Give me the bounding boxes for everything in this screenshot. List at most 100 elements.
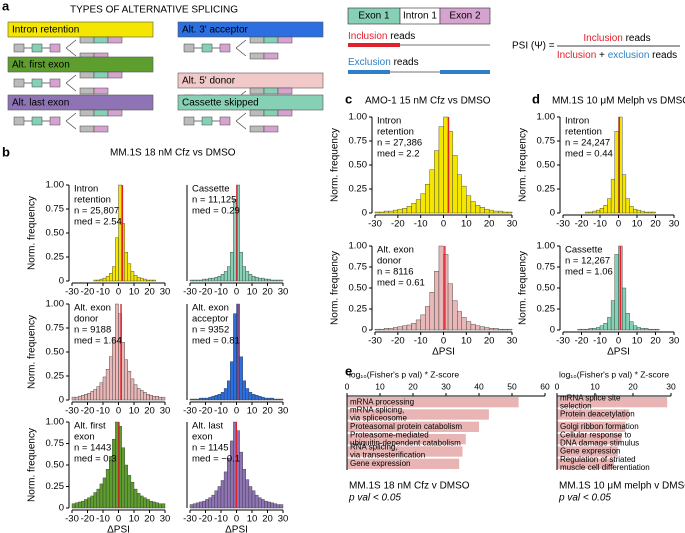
category-label: Gene expression bbox=[350, 459, 410, 468]
panel-letter: e bbox=[345, 363, 352, 378]
histogram-bar bbox=[202, 500, 206, 509]
histogram-bar bbox=[77, 395, 82, 401]
y-tick-label: 0.75 bbox=[349, 136, 368, 147]
bar bbox=[347, 409, 489, 420]
x-tick-label: -30 bbox=[65, 406, 79, 417]
histogram-bar bbox=[139, 390, 144, 401]
x-tick-label: 30 bbox=[278, 287, 289, 298]
annotation: n = 8116 bbox=[377, 267, 414, 278]
exon bbox=[13, 78, 25, 88]
histogram-bar bbox=[640, 328, 645, 331]
y-tick-label: 1.00 bbox=[46, 417, 65, 428]
x-tick-label: -20 bbox=[81, 287, 95, 298]
histogram-bar bbox=[217, 486, 222, 509]
category-label: Proteasome-mediated bbox=[350, 430, 429, 439]
histogram-bar bbox=[239, 356, 243, 401]
histogram-bar bbox=[406, 324, 412, 331]
histogram-bar bbox=[267, 501, 271, 509]
colored-text: Inclusion reads bbox=[348, 31, 415, 42]
x-tick-label: -20 bbox=[575, 219, 589, 230]
histogram-bar bbox=[195, 502, 200, 509]
read-bar bbox=[440, 70, 490, 74]
histogram-bar bbox=[139, 277, 144, 282]
histogram-bar bbox=[143, 278, 147, 282]
exon bbox=[107, 109, 123, 117]
text-part: Inclusion bbox=[348, 31, 387, 42]
x-tick-label: 30 bbox=[160, 514, 171, 525]
histogram-bar bbox=[149, 279, 153, 282]
histogram-bar bbox=[614, 254, 619, 331]
exon bbox=[79, 109, 95, 117]
x-axis-label: ΔPSI bbox=[432, 347, 455, 358]
x-tick-label: 0 bbox=[234, 406, 239, 417]
histogram-bar bbox=[211, 494, 215, 509]
x-tick-label: 10 bbox=[632, 219, 643, 230]
histogram-bar bbox=[226, 457, 231, 509]
x-tick-label: 30 bbox=[669, 219, 680, 230]
x-tick-label: 20 bbox=[484, 336, 495, 347]
histogram-bar bbox=[633, 325, 638, 331]
histogram-bar bbox=[189, 279, 194, 282]
type-label: Alt. 3' acceptor bbox=[182, 25, 249, 36]
panel-letter: c bbox=[345, 91, 352, 106]
panel-title: MM.1S 18 nM Cfz vs DMSO bbox=[110, 148, 236, 159]
y-tick-label: 0 bbox=[550, 325, 555, 336]
exon bbox=[277, 36, 293, 44]
histogram-bar bbox=[393, 209, 399, 214]
y-tick-label: 1.00 bbox=[349, 241, 368, 252]
y-axis-label: Norm. frequency bbox=[330, 251, 341, 325]
histogram-bar bbox=[258, 395, 262, 401]
annotation: med = 1.06 bbox=[565, 267, 613, 278]
histogram-bar bbox=[267, 397, 271, 401]
histogram-bar bbox=[152, 279, 156, 282]
exon bbox=[31, 116, 43, 126]
connector bbox=[65, 74, 77, 92]
annotation: Intron bbox=[377, 116, 401, 127]
exon bbox=[49, 116, 61, 126]
histogram-bar bbox=[498, 328, 504, 331]
y-tick-label: 0 bbox=[362, 325, 367, 336]
histogram-bar bbox=[74, 502, 79, 509]
type-label: Cassette skipped bbox=[182, 98, 259, 109]
histogram-bar bbox=[607, 198, 612, 214]
histogram-bar bbox=[211, 277, 215, 282]
histogram-bar bbox=[596, 209, 601, 214]
exon bbox=[263, 36, 279, 44]
x-tick-label: -20 bbox=[391, 336, 405, 347]
histogram-bar bbox=[99, 278, 104, 282]
x-tick-label: 10 bbox=[129, 406, 140, 417]
x-tick-label: 30 bbox=[160, 287, 171, 298]
histogram-bar bbox=[214, 276, 219, 282]
histogram-bar bbox=[102, 376, 107, 401]
histogram-bar bbox=[74, 396, 79, 401]
histogram-bar bbox=[87, 393, 91, 401]
histogram-bar bbox=[434, 271, 440, 331]
category-label: ubiquitin-dependent catabolism bbox=[350, 438, 461, 447]
histogram-bar bbox=[264, 500, 268, 509]
histogram-bar bbox=[475, 205, 481, 214]
y-tick-label: 0.75 bbox=[537, 262, 556, 273]
x-tick-label: 20 bbox=[144, 406, 155, 417]
histogram-bar bbox=[258, 497, 262, 509]
x-tick-label: 0 bbox=[555, 381, 560, 391]
histogram-bar bbox=[625, 198, 630, 214]
x-tick-label: 30 bbox=[507, 336, 518, 347]
connector bbox=[65, 112, 77, 130]
x-tick-label: 30 bbox=[278, 514, 289, 525]
text-part: Exclusion bbox=[348, 57, 391, 68]
x-tick-label: -30 bbox=[556, 219, 570, 230]
annotation: n = 24,247 bbox=[565, 138, 610, 149]
histogram-bar bbox=[158, 396, 163, 401]
x-tick-label: -30 bbox=[368, 219, 382, 230]
y-tick-label: 1.00 bbox=[537, 241, 556, 252]
bar bbox=[347, 421, 479, 432]
type-label: Alt. last exon bbox=[12, 98, 69, 109]
text-part: Inclusion bbox=[557, 50, 596, 61]
histogram-bar bbox=[279, 504, 284, 509]
histogram-bar bbox=[161, 396, 166, 401]
histogram-bar bbox=[205, 397, 209, 401]
exon bbox=[183, 43, 195, 53]
histogram-bar bbox=[636, 209, 641, 214]
histogram-bar bbox=[411, 203, 417, 214]
y-tick-label: 0.50 bbox=[46, 228, 65, 239]
